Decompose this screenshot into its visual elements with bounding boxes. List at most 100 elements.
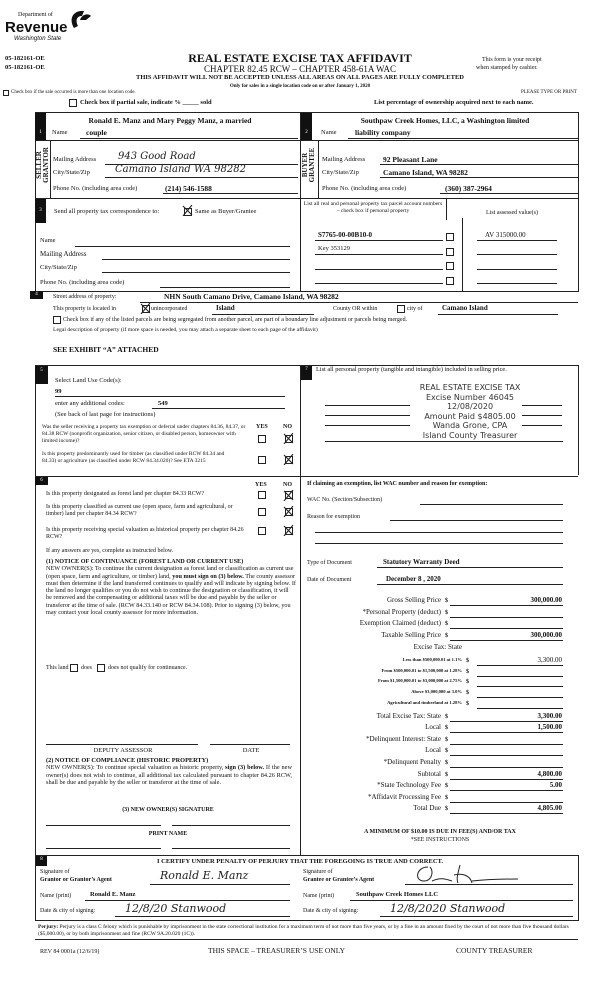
question-timber: Is this property predominantly used for …	[42, 451, 225, 464]
assessed-value[interactable]: AV 315000.00	[485, 231, 526, 239]
county-value[interactable]: Island	[216, 304, 235, 312]
form-title: REAL ESTATE EXCISE TAX AFFIDAVIT	[188, 51, 412, 65]
tax-row-label: *Personal Property (deduct)	[362, 608, 441, 616]
seller-name-line2[interactable]: couple	[86, 128, 107, 137]
question-historic: Is this property receiving special valua…	[46, 527, 244, 540]
reason-input[interactable]	[390, 520, 563, 521]
seller-city-value[interactable]: Camano Island WA 98282	[115, 164, 246, 175]
tax-amount-value: 300,000.00	[530, 596, 563, 604]
tax-amount-field[interactable]	[450, 790, 563, 791]
tax-amount-value: 4,800.00	[537, 770, 563, 778]
parcel-number[interactable]: S7765-00-00B10-0	[318, 231, 373, 239]
does-qualify-checkbox[interactable]	[70, 664, 78, 672]
section-number: 4	[30, 291, 43, 299]
same-as-buyer-checkbox[interactable]	[184, 208, 192, 216]
personal-property-checkbox[interactable]	[446, 277, 454, 285]
logo-mark-icon	[71, 10, 91, 28]
tax-amount-field[interactable]	[450, 813, 563, 814]
wac-input[interactable]	[420, 504, 563, 505]
tax-amount-field[interactable]	[450, 628, 563, 629]
grantor-name-value[interactable]: Ronald E. Manz	[90, 891, 136, 898]
land-use-code[interactable]: 99	[55, 388, 62, 395]
section-number: 8	[36, 856, 47, 866]
tax-row-label: *Affidavit Processing Fee	[368, 793, 441, 801]
grantee-signature-line[interactable]	[405, 884, 573, 885]
tax-amount-field[interactable]	[477, 708, 563, 709]
parcel-number[interactable]: Key 353129	[318, 245, 350, 252]
s3-name-label: Name	[40, 237, 56, 244]
tax-amount-field[interactable]	[450, 755, 563, 756]
tax-amount-field[interactable]	[450, 721, 563, 722]
tax-amount-field[interactable]	[477, 665, 563, 666]
timber-yes-checkbox[interactable]	[258, 456, 266, 464]
street-label: Street address of property:	[53, 294, 117, 300]
historic-yes-checkbox[interactable]	[258, 527, 266, 535]
new-owner-signature-line[interactable]	[172, 825, 290, 826]
checkmark-x-icon	[140, 303, 151, 314]
buyer-city-value[interactable]: Camano Island, WA 98282	[383, 168, 468, 177]
receipt-note-2: when stamped by cashier.	[476, 65, 538, 71]
partial-sale-checkbox[interactable]	[69, 99, 77, 107]
buyer-phone-label: Phone No. (including area code)	[322, 185, 407, 192]
tax-amount-field[interactable]	[450, 605, 563, 606]
tax-amount-field[interactable]	[450, 767, 563, 768]
question-exemption: Was the seller receiving a property tax …	[42, 424, 246, 444]
doc-type-value[interactable]: Statutory Warranty Deed	[383, 558, 460, 566]
does-not-qualify-checkbox[interactable]	[97, 664, 105, 672]
doc-date-value[interactable]: December 8 , 2020	[386, 575, 441, 583]
buyer-name-label: Name	[321, 129, 337, 136]
grantor-date-label: Date & city of signing:	[40, 908, 96, 914]
tax-amount-field[interactable]	[450, 744, 563, 745]
segregated-label: Check box if any of the listed parcels a…	[63, 317, 408, 323]
forest-yes-checkbox[interactable]	[258, 491, 266, 499]
wac-label: WAC No. (Section/Subsection)	[307, 497, 383, 503]
print-name-line[interactable]	[172, 848, 290, 849]
personal-property-label: List all personal property (tangible and…	[316, 366, 507, 373]
does-not-label: does not qualify for continuance.	[108, 665, 188, 671]
tax-amount-field[interactable]	[477, 686, 563, 687]
personal-property-checkbox[interactable]	[446, 248, 454, 256]
exemption-yes-checkbox[interactable]	[258, 435, 266, 443]
checkmark-x-icon	[283, 433, 294, 444]
seller-mailing-value[interactable]: 943 Good Road	[118, 151, 196, 162]
buyer-name-line2[interactable]: liability company	[355, 128, 411, 137]
new-owner-signature-line[interactable]	[46, 825, 161, 826]
grantee-date-city[interactable]: 12/8/2020 Stanwood	[390, 902, 506, 915]
warning: THIS AFFIDAVIT WILL NOT BE ACCEPTED UNLE…	[136, 74, 464, 81]
grantee-signature	[417, 864, 519, 884]
section-number: 6	[35, 477, 48, 485]
grantee-name-value[interactable]: Southpaw Creek Homes LLC	[356, 891, 439, 898]
tax-amount-field[interactable]	[450, 640, 563, 641]
seller-phone-value[interactable]: (214) 546-1588	[165, 184, 212, 193]
tax-row-label: Total Due	[413, 804, 441, 812]
tax-amount-field[interactable]	[450, 779, 563, 780]
logo-line1: Department of	[18, 12, 53, 18]
buyer-mailing-value[interactable]: 92 Pleasant Lane	[383, 155, 438, 164]
grantor-date-city[interactable]: 12/8/20 Stanwood	[125, 902, 227, 915]
additional-code[interactable]: 549	[158, 400, 168, 407]
location-code-checkbox[interactable]	[3, 90, 9, 96]
print-name-line[interactable]	[46, 848, 161, 849]
tax-amount-field[interactable]	[477, 697, 563, 698]
tax-amount-value: 4,805.00	[537, 804, 563, 812]
city-value[interactable]: Camano Island	[442, 304, 488, 312]
tax-row-label: Taxable Selling Price	[381, 631, 441, 639]
tax-amount-field[interactable]	[450, 802, 563, 803]
seller-city-label: City/State/Zip	[53, 169, 90, 176]
notice-continuance: (1) NOTICE OF CONTINUANCE (FOREST LAND O…	[46, 558, 296, 617]
city-checkbox[interactable]	[397, 305, 405, 313]
ownership-note: List percentage of ownership acquired ne…	[374, 99, 534, 106]
personal-property-checkbox[interactable]	[446, 233, 454, 241]
current-use-yes-checkbox[interactable]	[258, 508, 266, 516]
grantor-signature[interactable]: Ronald E. Manz	[160, 869, 249, 882]
buyer-phone-value[interactable]: (360) 387-2964	[445, 184, 492, 193]
tax-amount-field[interactable]	[477, 676, 563, 677]
street-value[interactable]: NHN South Camano Drive, Camano Island, W…	[164, 292, 339, 301]
segregated-checkbox[interactable]	[53, 316, 61, 324]
does-label: does	[81, 665, 92, 671]
tax-amount-field[interactable]	[450, 617, 563, 618]
tax-amount-field[interactable]	[450, 732, 563, 733]
exemption-header: If claiming an exemption, list WAC numbe…	[307, 481, 488, 487]
tax-row-label: Agricultural and timberland at 1.28%	[387, 700, 462, 705]
personal-property-checkbox[interactable]	[446, 262, 454, 270]
